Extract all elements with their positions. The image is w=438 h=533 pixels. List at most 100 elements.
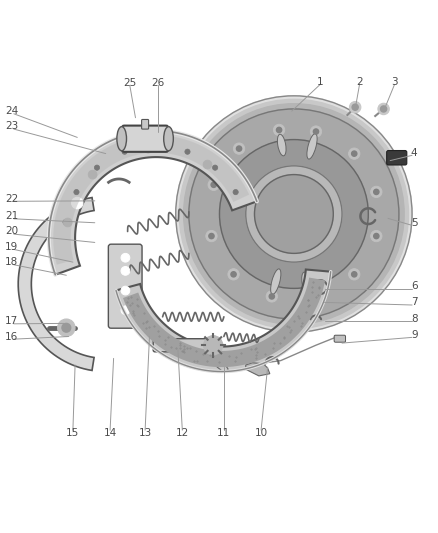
Circle shape	[227, 269, 239, 280]
Circle shape	[205, 230, 217, 242]
Text: 4: 4	[410, 148, 417, 158]
Text: 15: 15	[66, 428, 79, 438]
Text: 7: 7	[410, 297, 417, 308]
Circle shape	[212, 165, 217, 170]
Circle shape	[63, 218, 72, 227]
Circle shape	[121, 266, 130, 275]
Ellipse shape	[117, 127, 126, 151]
Circle shape	[349, 101, 360, 113]
Text: 12: 12	[175, 428, 188, 438]
Circle shape	[348, 148, 359, 159]
Text: 24: 24	[5, 106, 18, 116]
Circle shape	[245, 166, 341, 262]
FancyBboxPatch shape	[141, 119, 148, 129]
Text: 10: 10	[254, 428, 267, 438]
Circle shape	[74, 189, 79, 195]
Polygon shape	[123, 278, 325, 367]
FancyBboxPatch shape	[333, 335, 345, 342]
Polygon shape	[49, 131, 256, 274]
Circle shape	[265, 290, 277, 302]
Circle shape	[348, 269, 359, 280]
Ellipse shape	[277, 134, 286, 156]
Circle shape	[208, 179, 219, 190]
Circle shape	[203, 336, 222, 355]
Circle shape	[179, 99, 408, 329]
Circle shape	[233, 143, 244, 155]
Circle shape	[71, 197, 83, 209]
Text: 20: 20	[5, 227, 18, 237]
Circle shape	[122, 149, 127, 155]
Circle shape	[96, 365, 105, 374]
Text: 19: 19	[5, 242, 18, 252]
Circle shape	[351, 151, 356, 156]
Circle shape	[208, 233, 214, 239]
Polygon shape	[53, 135, 249, 265]
Polygon shape	[18, 198, 94, 370]
Circle shape	[121, 253, 130, 262]
Text: 11: 11	[217, 428, 230, 438]
Circle shape	[310, 290, 321, 302]
Circle shape	[188, 109, 398, 319]
Text: 17: 17	[5, 316, 18, 326]
Circle shape	[273, 124, 284, 135]
Text: 8: 8	[410, 313, 417, 324]
Circle shape	[184, 149, 190, 155]
Circle shape	[310, 126, 321, 138]
Circle shape	[276, 127, 281, 133]
Circle shape	[313, 129, 318, 134]
Circle shape	[230, 272, 236, 277]
Text: 21: 21	[5, 211, 18, 221]
Polygon shape	[245, 363, 269, 376]
Polygon shape	[116, 270, 330, 372]
Circle shape	[313, 294, 318, 299]
Text: 1: 1	[316, 77, 323, 87]
Text: 26: 26	[151, 78, 165, 88]
Circle shape	[351, 272, 356, 277]
Circle shape	[62, 324, 71, 332]
Circle shape	[219, 140, 367, 288]
FancyBboxPatch shape	[386, 150, 406, 165]
Circle shape	[144, 144, 152, 153]
Ellipse shape	[270, 269, 280, 294]
Text: 16: 16	[5, 332, 18, 342]
Circle shape	[121, 286, 130, 295]
Text: 6: 6	[410, 281, 417, 291]
FancyBboxPatch shape	[121, 126, 168, 152]
Text: 18: 18	[5, 257, 18, 267]
Circle shape	[203, 160, 212, 169]
Ellipse shape	[163, 127, 173, 151]
FancyBboxPatch shape	[108, 244, 142, 328]
Text: 3: 3	[390, 77, 397, 87]
Ellipse shape	[301, 272, 310, 294]
Circle shape	[153, 143, 158, 149]
Circle shape	[233, 189, 238, 195]
Ellipse shape	[306, 134, 316, 159]
Circle shape	[88, 170, 97, 179]
Circle shape	[57, 319, 75, 336]
Circle shape	[236, 146, 241, 151]
Circle shape	[94, 165, 99, 170]
Text: 13: 13	[138, 428, 152, 438]
Text: 25: 25	[123, 78, 136, 88]
Circle shape	[351, 104, 357, 110]
Circle shape	[254, 175, 332, 253]
Circle shape	[377, 103, 389, 115]
Circle shape	[268, 294, 274, 299]
Circle shape	[211, 182, 216, 188]
Circle shape	[370, 230, 381, 242]
Text: 9: 9	[410, 330, 417, 340]
Text: 2: 2	[355, 77, 362, 87]
FancyBboxPatch shape	[153, 338, 207, 352]
Circle shape	[370, 186, 381, 198]
Text: 14: 14	[103, 428, 117, 438]
Text: 22: 22	[5, 193, 18, 204]
Circle shape	[63, 220, 68, 225]
Text: 5: 5	[410, 218, 417, 228]
Circle shape	[121, 306, 130, 314]
Circle shape	[183, 104, 403, 324]
Text: 23: 23	[5, 122, 18, 132]
Circle shape	[373, 189, 378, 195]
Circle shape	[373, 233, 378, 239]
Circle shape	[175, 96, 411, 332]
Circle shape	[380, 106, 386, 112]
